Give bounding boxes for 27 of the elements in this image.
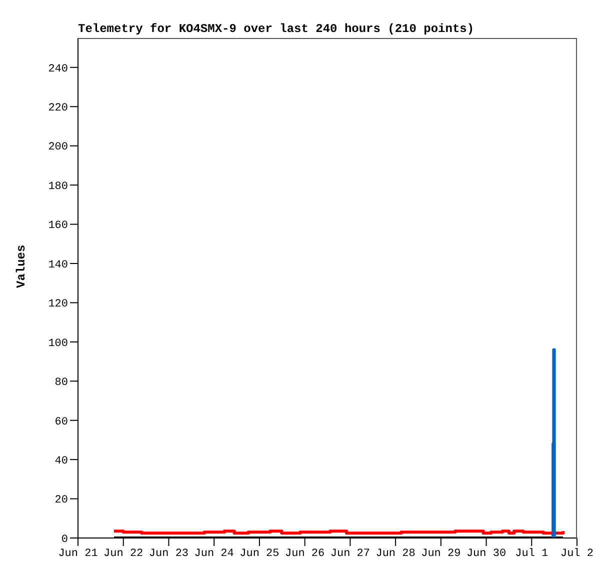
chart-title: Telemetry for KO4SMX-9 over last 240 hours (210 points) — [78, 22, 474, 36]
x-tick-label: Jun 30 — [466, 548, 506, 560]
x-tick-label: Jul 1 — [515, 548, 549, 560]
x-tick-label: Jun 25 — [240, 548, 280, 560]
y-tick-label: 60 — [54, 416, 68, 428]
x-tick-label: Jun 22 — [104, 548, 144, 560]
x-tick-label: Jun 23 — [148, 548, 189, 560]
y-tick-label: 20 — [54, 494, 68, 507]
x-tick-label: Jun 26 — [285, 548, 325, 560]
y-tick-label: 220 — [48, 102, 68, 115]
x-tick-label: Jun 27 — [330, 548, 370, 560]
y-tick-label: 40 — [54, 455, 68, 468]
y-tick-label: 80 — [54, 377, 68, 390]
y-tick-label: 180 — [48, 180, 68, 193]
y-tick-label: 140 — [48, 259, 68, 272]
y-tick-label: 120 — [48, 298, 68, 311]
x-tick-label: Jun 29 — [421, 548, 461, 560]
x-tick-label: Jun 24 — [194, 548, 234, 560]
x-tick-label: Jul 2 — [560, 548, 594, 560]
y-tick-label: 200 — [48, 142, 68, 154]
y-tick-label: 240 — [48, 63, 68, 76]
y-tick-label: 160 — [48, 220, 68, 232]
x-tick-label: Jun 28 — [376, 548, 416, 560]
y-tick-label: 0 — [61, 534, 68, 546]
y-tick-label: 100 — [48, 338, 68, 350]
y-axis-title: Values — [14, 244, 28, 288]
x-tick-label: Jun 21 — [58, 548, 98, 560]
